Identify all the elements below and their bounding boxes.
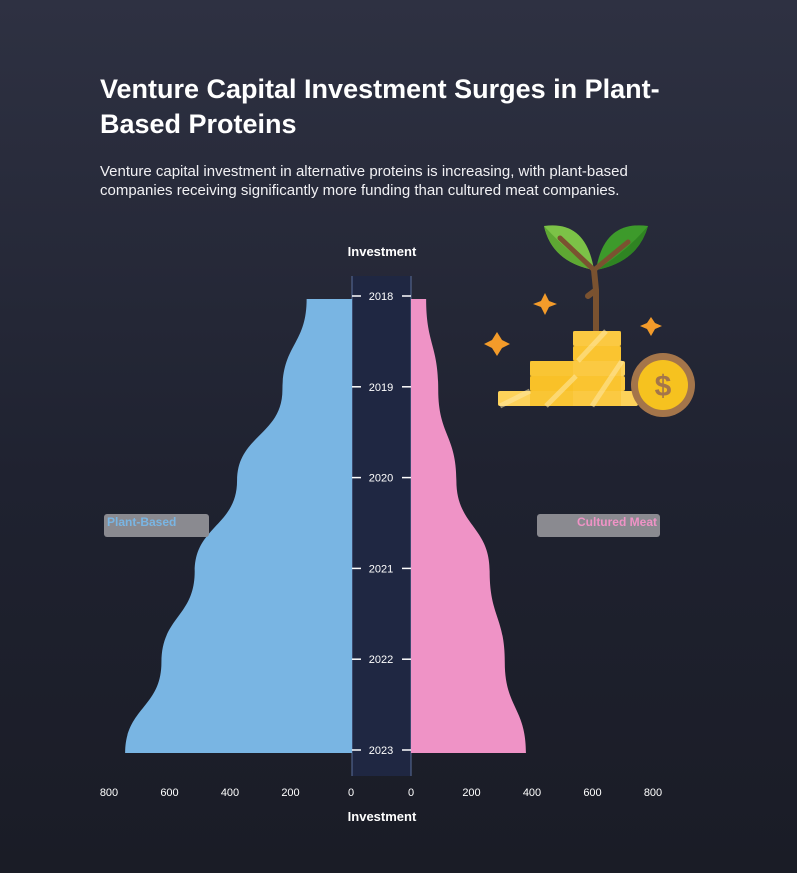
x-tick-label: 0 [408,787,414,799]
legend-plant-based: Plant-Based [104,514,209,537]
legend-label-cultured-meat: Cultured Meat [577,515,657,529]
center-band [352,276,411,776]
year-axis: 2018 2019 2020 2021 2022 2023 [352,291,411,757]
cultured-meat-area [411,299,526,753]
plant-based-area [125,299,352,753]
chart-title: Venture Capital Investment Surges in Pla… [100,74,660,139]
legend-cultured-meat: Cultured Meat [537,514,660,537]
plant-coins-icon: $ [484,225,695,417]
year-label: 2022 [369,654,393,666]
year-label: 2018 [369,291,393,303]
x-axis-title-bottom: Investment [348,809,417,824]
chart-subtitle: Venture capital investment in alternativ… [100,163,628,199]
year-label: 2023 [369,745,393,757]
x-tick-label: 0 [348,787,354,799]
year-label: 2019 [369,382,393,394]
x-axis-title-top: Investment [348,244,417,259]
year-label: 2021 [369,563,393,575]
legend-box-plant-based [104,514,209,537]
x-tick-label: 400 [523,787,541,799]
x-tick-label: 200 [462,787,480,799]
x-tick-label: 800 [644,787,662,799]
x-tick-label: 200 [281,787,299,799]
x-tick-label: 600 [583,787,601,799]
x-tick-label: 400 [221,787,239,799]
year-label: 2020 [369,473,393,485]
x-axis-ticks: 800 600 400 200 0 0 200 400 600 800 [100,787,662,799]
x-tick-label: 800 [100,787,118,799]
legend-label-plant-based: Plant-Based [107,515,176,529]
svg-text:$: $ [655,370,672,403]
x-tick-label: 600 [160,787,178,799]
legend-box-cultured-meat [537,514,660,537]
